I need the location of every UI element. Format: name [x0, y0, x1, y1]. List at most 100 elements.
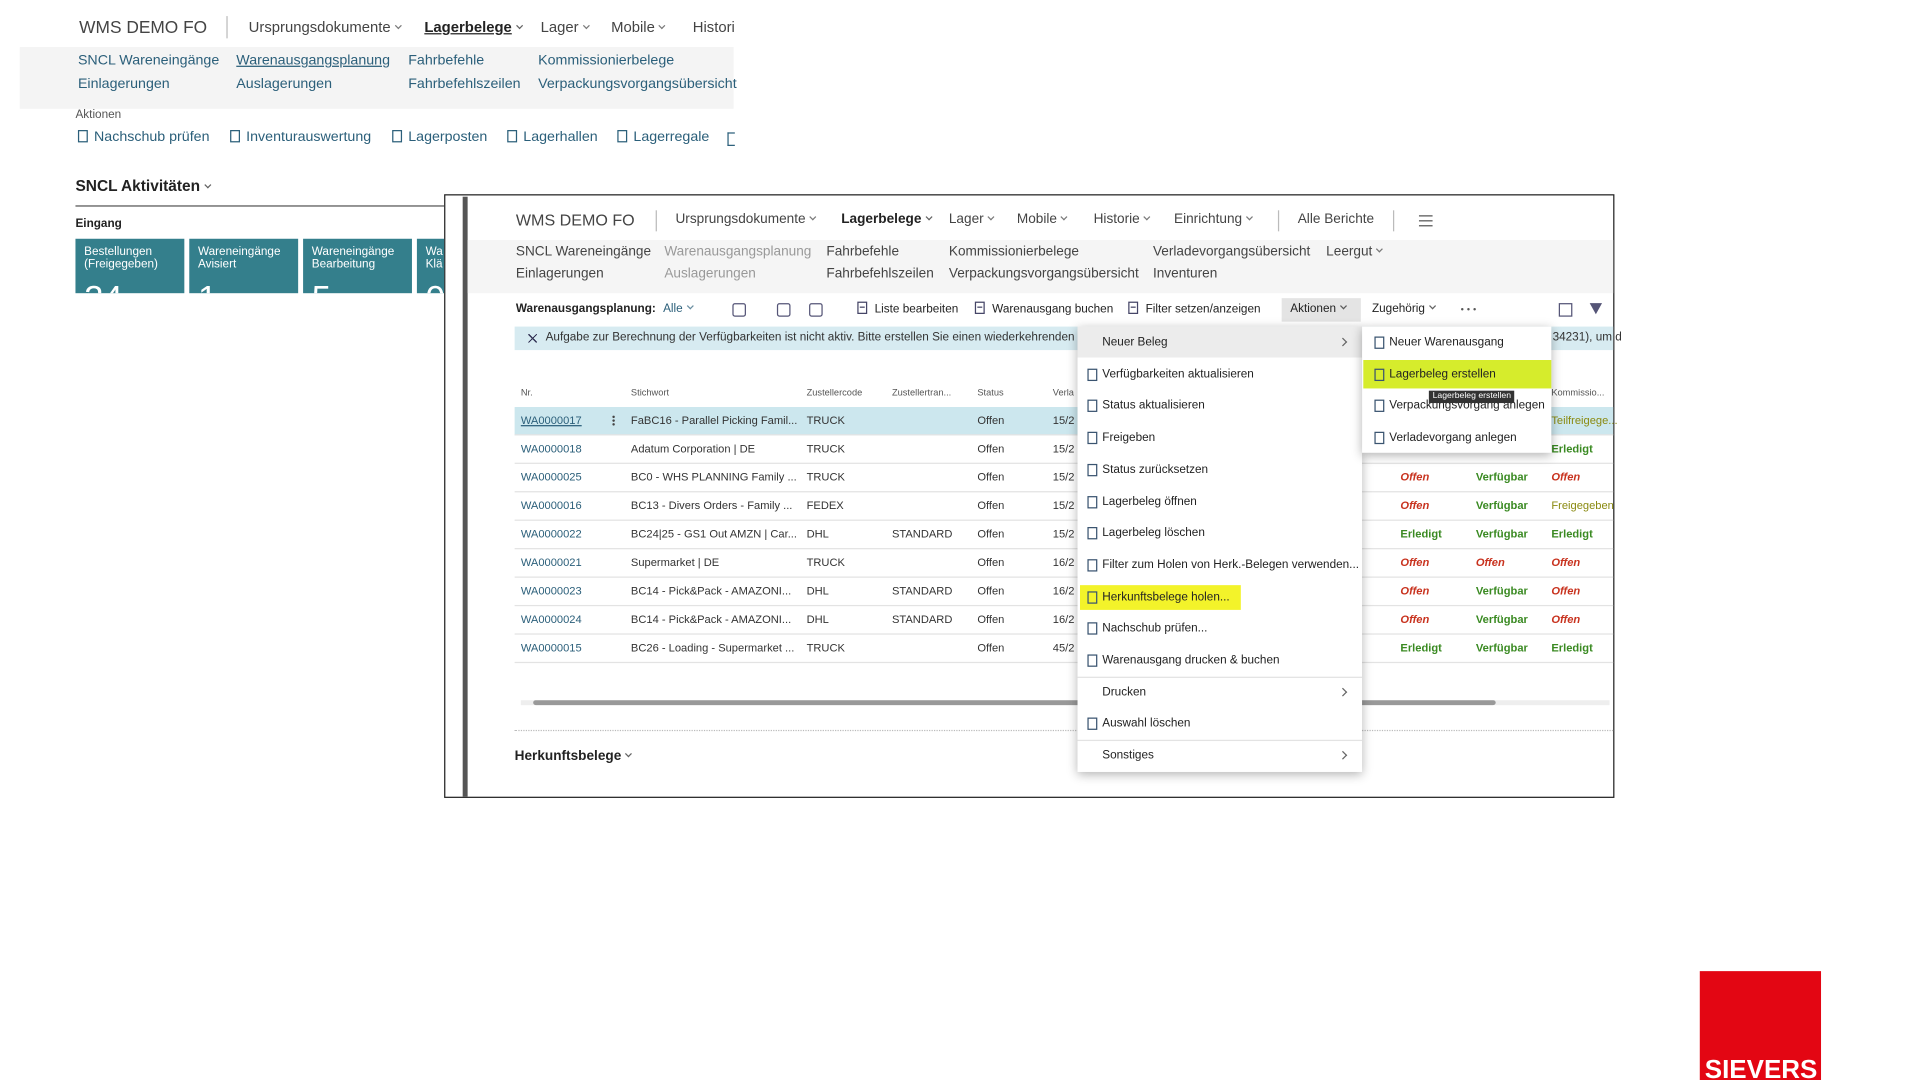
menu-item[interactable]: Auswahl löschen [1102, 717, 1191, 731]
scroll-thumb[interactable] [533, 700, 1496, 706]
table-row[interactable] [514, 634, 1614, 663]
table-row[interactable] [514, 606, 1614, 635]
nav-item[interactable]: Mobile [1017, 212, 1067, 228]
menu-item[interactable]: Lagerbeleg löschen [1102, 526, 1205, 540]
subnav-link[interactable]: Kommissionierbelege [948, 244, 1079, 260]
subnav-link[interactable]: Verpackungsvorgangsübersicht [948, 266, 1139, 282]
nav-item[interactable]: Lagerbelege [424, 18, 521, 36]
row-link[interactable]: WA0000024 [520, 613, 582, 626]
row-link[interactable]: WA0000021 [520, 556, 582, 569]
nav-item[interactable]: Lagerbelege [841, 212, 931, 228]
toolbar-button[interactable]: Warenausgang buchen [975, 302, 1113, 317]
action-link[interactable]: Lagerposten [392, 130, 487, 147]
menu-item[interactable]: Verfügbarkeiten aktualisieren [1102, 367, 1254, 382]
submenu-item[interactable]: Neuer Warenausgang [1389, 335, 1504, 350]
menu-item[interactable]: Freigeben [1102, 431, 1156, 445]
menu-item[interactable]: Neuer Beleg [1102, 335, 1168, 350]
menu-item[interactable]: Status aktualisieren [1102, 399, 1205, 413]
toolbar-button[interactable]: Zugehörig [1372, 302, 1435, 316]
subnav-link[interactable]: Leergut [1326, 244, 1382, 260]
submenu-link[interactable]: Fahrbefehle [408, 53, 485, 69]
menu-icon [1374, 431, 1385, 445]
submenu-link[interactable]: Kommissionierbelege [538, 53, 675, 69]
nav-item[interactable]: Mobile [611, 18, 665, 36]
tile[interactable]: Bestellungen(Freigegeben) 24 [75, 238, 185, 294]
toolbar-button[interactable]: Filter setzen/anzeigen [1128, 302, 1261, 317]
menu-item[interactable]: Status zurücksetzen [1102, 462, 1209, 477]
subnav-link[interactable]: Fahrbefehlszeilen [826, 266, 934, 282]
window-frame [444, 194, 1615, 798]
table-cell: BC24|25 - GS1 Out AMZN | Car... [630, 527, 797, 541]
banner-close[interactable] [528, 334, 537, 343]
layout-icon[interactable] [809, 303, 823, 317]
submenu-link[interactable]: Einlagerungen [77, 76, 170, 92]
menu-item[interactable]: Drucken [1102, 685, 1147, 699]
menu-item[interactable]: Warenausgang drucken & buchen [1102, 653, 1280, 668]
subnav-link[interactable]: Auslagerungen [664, 266, 756, 282]
row-menu-dot[interactable] [612, 415, 615, 419]
action-link[interactable]: Nachschub prüfen [78, 130, 210, 147]
search-icon[interactable] [776, 303, 791, 317]
more-dot[interactable] [1461, 308, 1464, 311]
share-icon[interactable] [1558, 303, 1573, 317]
row-menu-dot[interactable] [612, 423, 615, 426]
menu-item[interactable]: Sonstiges [1102, 748, 1154, 763]
tile-label: Avisiert [197, 257, 237, 272]
action-link[interactable]: Lagerregale [617, 130, 709, 147]
row-menu-dot[interactable] [612, 419, 615, 422]
nav-item[interactable]: Historie [1094, 212, 1150, 228]
more-dot[interactable] [1473, 308, 1476, 311]
menu-item[interactable]: Nachschub prüfen... [1102, 621, 1208, 636]
row-link[interactable]: WA0000023 [520, 584, 582, 598]
nav-item[interactable]: Ursprungsdokumente [249, 18, 401, 36]
row-link[interactable]: WA0000016 [520, 499, 582, 512]
menu-item[interactable]: Herkunftsbelege holen... [1102, 589, 1230, 604]
subnav-link[interactable]: Fahrbefehle [826, 244, 900, 260]
nav-item[interactable]: Alle Berichte [1297, 212, 1375, 227]
menu-item[interactable]: Filter zum Holen von Herk.-Belegen verwe… [1102, 558, 1359, 572]
row-link[interactable]: WA0000025 [520, 470, 582, 484]
action-link[interactable]: Lagerhallen [507, 130, 597, 147]
filter-icon[interactable] [732, 303, 746, 317]
nav-item[interactable]: Einrichtung [1174, 212, 1252, 228]
table-row[interactable] [514, 549, 1614, 578]
submenu-item[interactable]: Verladevorgang anlegen [1389, 431, 1517, 445]
filter-pane-icon[interactable] [1589, 303, 1603, 315]
menu-item[interactable]: Lagerbeleg öffnen [1102, 494, 1197, 509]
nav-item[interactable]: Lager [541, 18, 589, 36]
row-link[interactable]: WA0000015 [520, 641, 582, 654]
nav-item[interactable]: Histori [692, 18, 735, 36]
subnav-link[interactable]: Verladevorgangsübersicht [1152, 244, 1311, 260]
nav-item[interactable]: Ursprungsdokumente [675, 212, 815, 228]
table-row[interactable] [514, 463, 1614, 492]
toolbar-button[interactable]: Liste bearbeiten [857, 302, 959, 317]
more-dot[interactable] [1467, 308, 1470, 311]
table-row[interactable] [514, 492, 1614, 521]
subnav-link[interactable]: SNCL Wareneingänge [515, 244, 652, 260]
row-link[interactable]: WA0000017 [520, 413, 582, 427]
table-row[interactable] [514, 520, 1614, 549]
table-row[interactable] [514, 577, 1614, 606]
status-cell: Offen [1551, 613, 1581, 626]
table-cell: TRUCK [806, 556, 845, 569]
submenu-link[interactable]: Auslagerungen [236, 76, 333, 92]
menu-icon[interactable] [1418, 215, 1433, 227]
row-link[interactable]: WA0000018 [520, 442, 582, 455]
subnav-link[interactable]: Inventuren [1152, 266, 1218, 282]
subnav-link[interactable]: Warenausgangsplanung [664, 244, 812, 260]
nav-item[interactable]: Lager [949, 212, 994, 228]
toolbar-button[interactable]: Aktionen [1290, 302, 1346, 316]
row-link[interactable]: WA0000022 [520, 527, 582, 541]
submenu-link[interactable]: Verpackungsvorgangsübersicht [538, 76, 737, 92]
submenu-link[interactable]: SNCL Wareneingänge [77, 53, 220, 69]
table-row[interactable] [514, 435, 1614, 464]
subnav-link[interactable]: Einlagerungen [515, 266, 604, 282]
filter-pivot[interactable]: Alle [663, 302, 692, 316]
action-link[interactable]: Inventurauswertung [230, 130, 371, 147]
submenu-link[interactable]: Fahrbefehlszeilen [408, 76, 521, 92]
submenu-item[interactable]: Lagerbeleg erstellen [1389, 367, 1496, 382]
submenu-link[interactable]: Warenausgangsplanung [236, 53, 390, 69]
